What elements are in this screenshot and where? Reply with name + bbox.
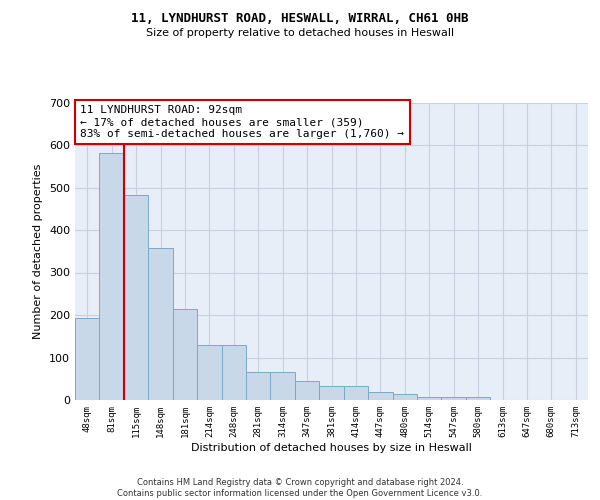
Bar — [124, 194, 148, 400]
Bar — [271, 372, 295, 400]
Bar — [173, 308, 197, 400]
Bar — [75, 318, 100, 400]
Bar — [295, 381, 319, 400]
Text: 11, LYNDHURST ROAD, HESWALL, WIRRAL, CH61 0HB: 11, LYNDHURST ROAD, HESWALL, WIRRAL, CH6… — [131, 12, 469, 26]
Bar — [466, 396, 490, 400]
Bar — [417, 396, 442, 400]
Bar — [368, 392, 392, 400]
Y-axis label: Number of detached properties: Number of detached properties — [34, 164, 43, 339]
Bar — [100, 152, 124, 400]
Bar — [344, 386, 368, 400]
Text: Contains HM Land Registry data © Crown copyright and database right 2024.
Contai: Contains HM Land Registry data © Crown c… — [118, 478, 482, 498]
Text: 11 LYNDHURST ROAD: 92sqm
← 17% of detached houses are smaller (359)
83% of semi-: 11 LYNDHURST ROAD: 92sqm ← 17% of detach… — [80, 106, 404, 138]
Bar — [319, 386, 344, 400]
Bar — [148, 248, 173, 400]
Bar — [197, 345, 221, 400]
Text: Size of property relative to detached houses in Heswall: Size of property relative to detached ho… — [146, 28, 454, 38]
Bar — [392, 394, 417, 400]
Bar — [221, 345, 246, 400]
Bar — [246, 372, 271, 400]
Bar — [442, 396, 466, 400]
X-axis label: Distribution of detached houses by size in Heswall: Distribution of detached houses by size … — [191, 442, 472, 452]
